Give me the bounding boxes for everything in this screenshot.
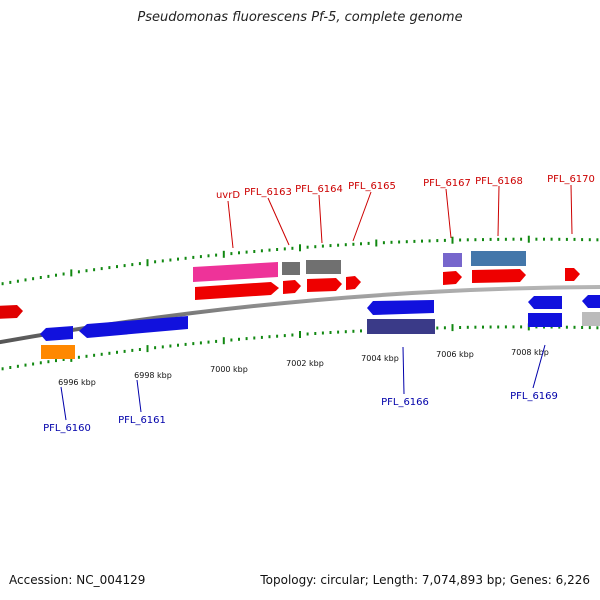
gene-block[interactable] — [306, 260, 341, 274]
reverse-gene-label-text: PFL_6160 PFL_6161 PFL_6166 PFL_6169 — [43, 391, 558, 434]
gene-label-pfl-6163[interactable]: PFL_6163 — [244, 187, 292, 198]
scale-tick-label: 7008 kbp — [511, 348, 549, 357]
gene-block[interactable] — [582, 312, 600, 326]
gene-arrow[interactable] — [346, 276, 361, 290]
gene-label-pfl-6161[interactable]: PFL_6161 — [118, 415, 166, 426]
gene-arrow[interactable] — [472, 269, 526, 283]
gene-label-pfl-6167[interactable]: PFL_6167 — [423, 178, 471, 189]
label-leader-line — [532, 344, 546, 389]
gene-block[interactable] — [41, 345, 75, 359]
gene-label-pfl-6168[interactable]: PFL_6168 — [475, 176, 523, 187]
gene-arrow[interactable] — [443, 271, 462, 285]
label-leader-line — [227, 200, 234, 249]
gene-label-pfl-6160[interactable]: PFL_6160 — [43, 423, 91, 434]
map-title: Pseudomonas fluorescens Pf-5, complete g… — [137, 10, 463, 25]
gene-block[interactable] — [282, 262, 300, 275]
gene-block[interactable] — [193, 262, 278, 282]
gene-arrow[interactable] — [79, 316, 188, 338]
reverse-gene-labels — [60, 344, 546, 421]
gene-arrow[interactable] — [528, 296, 562, 309]
gene-block[interactable] — [471, 251, 526, 266]
scale-tick-label: 6996 kbp — [58, 378, 96, 387]
label-leader-line — [352, 191, 372, 242]
gene-arrow[interactable] — [307, 278, 342, 292]
scale-tick-label: 7006 kbp — [436, 350, 474, 359]
gene-label-pfl-6170[interactable]: PFL_6170 — [547, 174, 595, 185]
forward-cds-track — [0, 268, 580, 319]
reverse-cds-track — [40, 295, 600, 341]
reverse-feature-track — [41, 312, 600, 359]
label-leader-line — [570, 184, 573, 235]
label-leader-line — [445, 188, 452, 239]
gene-label-pfl-6164[interactable]: PFL_6164 — [295, 184, 343, 195]
label-leader-line — [497, 185, 500, 237]
gene-label-uvrd[interactable]: uvrD — [216, 190, 240, 201]
gene-arrow[interactable] — [283, 280, 301, 294]
label-leader-line — [402, 346, 405, 395]
label-leader-line — [267, 197, 290, 246]
gene-label-pfl-6169[interactable]: PFL_6169 — [510, 391, 558, 402]
forward-feature-track — [193, 251, 526, 282]
forward-gene-label-text: uvrD PFL_6163 PFL_6164 PFL_6165 PFL_6167… — [216, 174, 595, 201]
gene-arrow[interactable] — [582, 295, 600, 308]
scale-tick-label: 7002 kbp — [286, 359, 324, 368]
genome-backbone — [0, 285, 600, 345]
gene-label-pfl-6166[interactable]: PFL_6166 — [381, 397, 429, 408]
gene-arrow[interactable] — [195, 282, 279, 300]
scale-labels: 6996 kbp 6998 kbp 7000 kbp 7002 kbp 7004… — [58, 348, 549, 387]
gene-block[interactable] — [443, 253, 462, 267]
gene-block[interactable] — [528, 313, 562, 327]
upper-tick-row — [1, 235, 599, 286]
scale-tick-label: 7000 kbp — [210, 365, 248, 374]
gene-arrow[interactable] — [565, 268, 580, 281]
gene-arrow[interactable] — [40, 326, 73, 341]
label-leader-line — [60, 386, 67, 421]
scale-tick-label: 6998 kbp — [134, 371, 172, 380]
scale-tick-label: 7004 kbp — [361, 354, 399, 363]
gene-arrow[interactable] — [0, 305, 23, 319]
gene-block[interactable] — [367, 319, 435, 334]
label-leader-line — [136, 379, 142, 413]
forward-gene-labels — [227, 184, 573, 249]
label-leader-line — [318, 194, 323, 244]
gene-arrow[interactable] — [367, 300, 434, 315]
accession-text: Accession: NC_004129 — [9, 573, 146, 587]
gene-label-pfl-6165[interactable]: PFL_6165 — [348, 181, 396, 192]
genome-summary-text: Topology: circular; Length: 7,074,893 bp… — [260, 573, 590, 587]
